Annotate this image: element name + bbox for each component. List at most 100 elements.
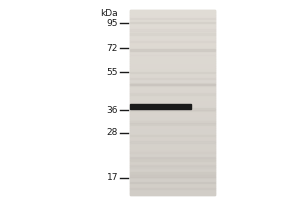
Bar <box>130 42 215 45</box>
Bar <box>130 167 215 168</box>
Bar <box>130 135 215 136</box>
Bar <box>130 83 215 85</box>
Bar <box>130 152 215 153</box>
Bar <box>130 93 215 96</box>
Bar <box>130 176 215 179</box>
Bar <box>130 163 215 165</box>
Bar <box>130 123 215 126</box>
Bar <box>130 157 215 158</box>
Bar <box>130 59 215 61</box>
Bar <box>130 45 215 47</box>
Bar <box>130 104 191 109</box>
Bar <box>130 137 215 140</box>
Bar <box>130 72 215 75</box>
Bar <box>130 188 215 190</box>
Bar <box>130 78 215 79</box>
Bar <box>130 160 215 163</box>
Bar <box>130 82 215 84</box>
Bar <box>130 172 215 174</box>
Bar <box>130 165 215 166</box>
Bar <box>130 84 215 85</box>
Bar <box>130 107 215 109</box>
Bar <box>130 177 215 178</box>
Bar <box>130 181 215 183</box>
Bar <box>130 183 215 186</box>
Bar <box>130 66 215 68</box>
Bar <box>130 142 215 144</box>
Bar <box>130 63 215 66</box>
Bar <box>130 146 215 149</box>
Bar <box>130 84 215 86</box>
Text: 28: 28 <box>106 128 118 137</box>
Text: 55: 55 <box>106 68 118 77</box>
Bar <box>130 130 215 133</box>
Bar <box>130 109 215 112</box>
Bar <box>130 29 215 31</box>
Bar <box>130 61 215 63</box>
Bar <box>130 15 215 17</box>
Bar <box>130 153 215 156</box>
Bar <box>130 72 215 73</box>
Bar <box>130 105 215 107</box>
Bar <box>130 114 215 116</box>
Bar <box>130 49 215 52</box>
Bar <box>130 24 215 26</box>
Bar <box>130 79 215 82</box>
Bar <box>130 98 215 100</box>
Bar <box>130 47 215 49</box>
Bar <box>130 54 215 56</box>
Bar <box>130 128 215 130</box>
Bar <box>130 186 215 188</box>
Bar <box>130 22 215 23</box>
Bar <box>130 35 215 38</box>
Bar <box>130 158 215 160</box>
Bar <box>130 75 215 77</box>
Bar <box>130 33 215 35</box>
Bar <box>130 126 215 128</box>
Text: 72: 72 <box>106 44 118 53</box>
Bar <box>130 175 215 177</box>
Bar <box>130 17 215 19</box>
Bar <box>130 49 215 51</box>
Bar <box>130 172 215 174</box>
Bar <box>130 140 215 142</box>
Bar <box>130 49 215 51</box>
Bar <box>130 33 215 35</box>
Bar <box>130 110 215 111</box>
Bar <box>130 52 215 54</box>
Text: 95: 95 <box>106 19 118 28</box>
Bar <box>130 89 215 91</box>
Bar <box>130 100 215 102</box>
Bar <box>130 119 215 121</box>
Bar <box>130 151 215 153</box>
Bar <box>130 116 215 119</box>
Bar <box>130 86 215 89</box>
Bar <box>130 133 215 135</box>
Bar <box>130 165 215 167</box>
Bar <box>130 149 215 151</box>
Bar <box>130 141 215 143</box>
Text: 17: 17 <box>106 173 118 182</box>
Bar <box>130 84 215 86</box>
Bar <box>130 18 215 19</box>
Bar <box>130 70 215 72</box>
Bar <box>130 10 215 12</box>
Bar <box>130 190 215 193</box>
Bar <box>130 112 215 114</box>
Bar <box>130 12 215 15</box>
Bar <box>130 179 215 181</box>
Bar <box>130 188 215 189</box>
Bar <box>130 38 215 40</box>
Bar <box>130 193 215 195</box>
Bar <box>130 170 215 172</box>
Bar <box>130 93 215 95</box>
Bar <box>130 28 215 31</box>
Bar <box>130 135 215 137</box>
Bar <box>130 22 215 24</box>
Bar <box>130 10 215 195</box>
Bar <box>130 144 215 146</box>
Bar <box>130 68 215 70</box>
Bar <box>130 174 215 176</box>
Bar <box>130 77 215 79</box>
Bar <box>130 56 215 59</box>
